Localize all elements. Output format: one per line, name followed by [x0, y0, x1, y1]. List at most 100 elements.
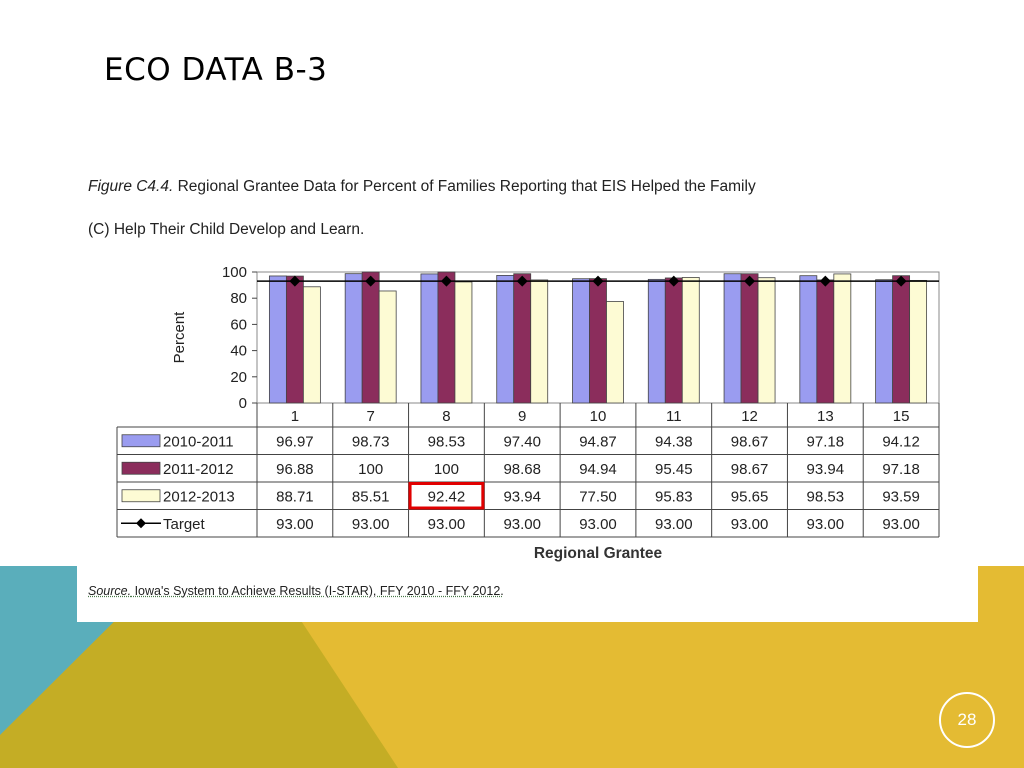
data-label: 94.87 [579, 433, 617, 450]
marker-Target-11 [668, 275, 680, 287]
x-tick-label: 12 [741, 408, 758, 425]
marker-Target-10 [592, 275, 604, 287]
data-label: 85.51 [352, 488, 390, 505]
highlight-box [408, 482, 485, 510]
bar-2011-2012-13 [816, 279, 835, 404]
slide-number-badge: 28 [939, 692, 995, 748]
data-label: 94.12 [882, 433, 920, 450]
source-label: Source. [88, 584, 132, 598]
data-label: 93.00 [882, 516, 920, 533]
bar-2010-2011-7 [344, 273, 363, 404]
bar-chart: 0 20 40 60 80 100 Percent 1 7 8 9 10 11 12 13 15 2010-20… [116, 264, 940, 562]
bar-2012-2013-9 [530, 279, 549, 404]
data-label: 98.67 [731, 433, 769, 450]
bar-2011-2012-8 [437, 271, 456, 404]
data-label: 94.38 [655, 433, 693, 450]
data-label: 98.73 [352, 433, 390, 450]
marker-Target-12 [744, 275, 756, 287]
data-label: 98.68 [503, 461, 541, 478]
bar-2010-2011-15 [875, 279, 894, 404]
x-tick-label: 10 [590, 408, 607, 425]
bar-2011-2012-10 [589, 278, 607, 404]
data-label: 97.40 [503, 433, 541, 450]
y-tick-label: 0 [239, 395, 247, 412]
legend-swatch-2011-2012 [121, 461, 161, 475]
legend-label: 2010-2011 [163, 433, 234, 450]
marker-Target-15 [895, 275, 907, 287]
data-label: 95.45 [655, 461, 693, 478]
figure-source: Source. Iowa's System to Achieve Results… [88, 584, 504, 598]
data-label: 93.00 [807, 516, 845, 533]
marker-Target-1 [289, 275, 301, 287]
data-label: 93.00 [655, 516, 693, 533]
figure-panel: Figure C4.4. Regional Grantee Data for P… [77, 162, 978, 622]
data-label: 94.94 [579, 461, 617, 478]
bar-2010-2011-8 [420, 273, 439, 404]
y-tick-label: 40 [230, 343, 247, 360]
legend-swatch-2012-2013 [121, 489, 161, 503]
x-tick-label: 13 [817, 408, 834, 425]
x-tick-label: 1 [291, 408, 299, 425]
figure-caption-text: Regional Grantee Data for Percent of Fam… [173, 178, 756, 195]
x-tick-label: 7 [366, 408, 374, 425]
marker-Target-8 [440, 275, 452, 287]
legend-label: 2012-2013 [163, 488, 235, 505]
bar-2010-2011-1 [268, 275, 287, 404]
y-tick-label: 60 [230, 316, 247, 333]
x-tick-label: 11 [666, 408, 682, 425]
bar-2010-2011-9 [496, 275, 515, 404]
bar-2010-2011-13 [799, 275, 818, 404]
bar-2012-2013-7 [378, 290, 397, 404]
source-text: Iowa's System to Achieve Results (I-STAR… [131, 584, 504, 598]
y-tick-label: 20 [230, 369, 247, 386]
data-label: 97.18 [882, 461, 920, 478]
marker-Target-7 [365, 275, 377, 287]
marker-Target-13 [819, 275, 831, 287]
data-label: 93.94 [807, 461, 845, 478]
bar-2012-2013-12 [757, 277, 776, 404]
data-label: 93.00 [731, 516, 769, 533]
figure-caption-line-2: (C) Help Their Child Develop and Learn. [88, 221, 365, 238]
figure-caption-line-1: Figure C4.4. Regional Grantee Data for P… [88, 178, 756, 196]
data-label: 93.00 [579, 516, 617, 533]
data-label: 88.71 [276, 488, 314, 505]
marker-Target-9 [516, 275, 528, 287]
bar-2010-2011-12 [723, 273, 742, 404]
bar-2012-2013-10 [606, 301, 624, 404]
bar-2011-2012-12 [740, 273, 759, 404]
bar-2012-2013-13 [833, 273, 852, 404]
x-tick-label: 8 [442, 408, 450, 425]
bar-2012-2013-11 [681, 277, 700, 404]
legend-label: 2011-2012 [163, 461, 234, 478]
bar-2012-2013-8 [454, 281, 473, 404]
bar-2011-2012-1 [285, 275, 304, 404]
legend-marker-Target [136, 518, 146, 529]
data-label: 97.18 [807, 433, 845, 450]
y-tick-label: 80 [230, 290, 247, 307]
bar-2011-2012-9 [513, 273, 532, 404]
data-label: 93.00 [428, 516, 466, 533]
data-label: 93.00 [503, 516, 541, 533]
data-label: 93.94 [503, 488, 541, 505]
data-label: 93.00 [276, 516, 314, 533]
data-label: 95.83 [655, 488, 693, 505]
slide-title: ECO DATA B-3 [104, 52, 328, 88]
bar-2012-2013-1 [302, 286, 321, 404]
bar-2011-2012-15 [892, 275, 911, 404]
x-tick-label: 9 [518, 408, 526, 425]
figure-caption-label: Figure C4.4. [88, 178, 174, 195]
bar-2010-2011-10 [572, 278, 590, 404]
data-label: 98.53 [428, 433, 466, 450]
data-label: 93.00 [352, 516, 390, 533]
bar-2012-2013-15 [909, 279, 928, 404]
data-label: 96.88 [276, 461, 314, 478]
data-label: 96.97 [276, 433, 314, 450]
bar-2011-2012-11 [664, 277, 683, 404]
legend-swatch-2010-2011 [121, 434, 161, 448]
data-label: 98.53 [807, 488, 845, 505]
data-label: 93.59 [882, 488, 920, 505]
bar-2011-2012-7 [361, 271, 380, 404]
x-axis-label: Regional Grantee [534, 545, 663, 562]
y-axis-label: Percent [171, 311, 188, 364]
data-label: 98.67 [731, 461, 769, 478]
